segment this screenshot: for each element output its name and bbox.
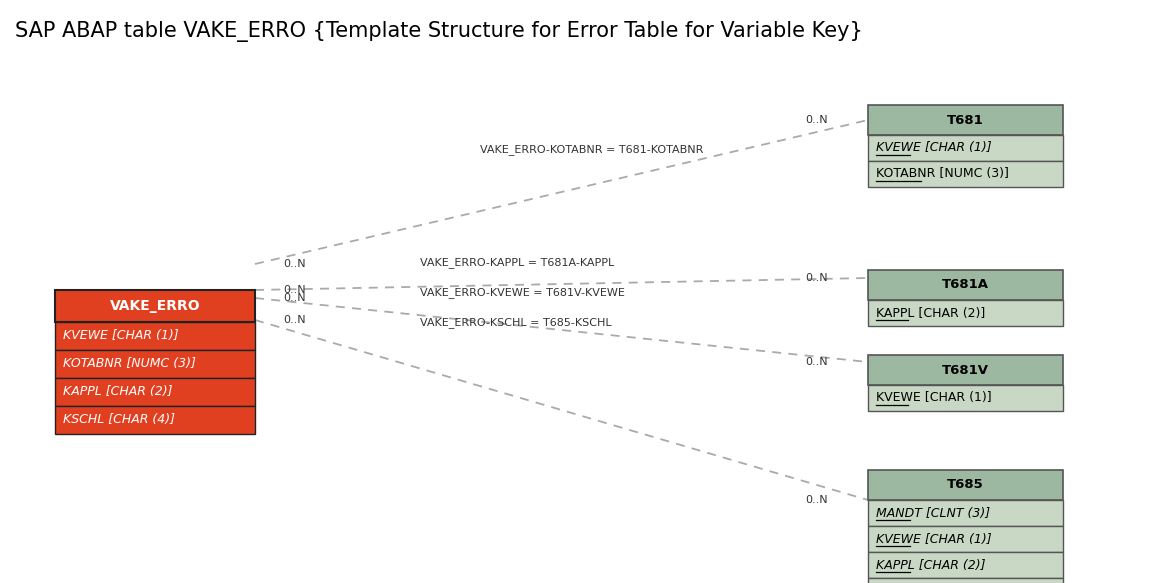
Text: KAPPL [CHAR (2)]: KAPPL [CHAR (2)] [876, 307, 984, 319]
Text: 0..N: 0..N [283, 259, 305, 269]
Bar [55, 378, 255, 406]
Bar [55, 406, 255, 434]
Bar [867, 578, 1063, 583]
Text: MANDT [CLNT (3)]: MANDT [CLNT (3)] [876, 507, 990, 519]
Text: T681: T681 [947, 114, 983, 127]
Text: 0..N: 0..N [805, 273, 828, 283]
Bar [867, 135, 1063, 161]
Text: KOTABNR [NUMC (3)]: KOTABNR [NUMC (3)] [63, 357, 196, 371]
Text: 0..N: 0..N [805, 357, 828, 367]
Text: VAKE_ERRO-KVEWE = T681V-KVEWE: VAKE_ERRO-KVEWE = T681V-KVEWE [420, 287, 625, 298]
Text: 0..N: 0..N [283, 285, 305, 295]
Bar [867, 270, 1063, 300]
Bar [867, 385, 1063, 411]
Text: T681A: T681A [941, 279, 989, 292]
Text: 0..N: 0..N [805, 495, 828, 505]
Text: KAPPL [CHAR (2)]: KAPPL [CHAR (2)] [876, 559, 985, 571]
Text: KOTABNR [NUMC (3)]: KOTABNR [NUMC (3)] [876, 167, 1009, 181]
Text: 0..N: 0..N [805, 115, 828, 125]
Text: KVEWE [CHAR (1)]: KVEWE [CHAR (1)] [876, 142, 991, 154]
Text: VAKE_ERRO: VAKE_ERRO [110, 299, 200, 313]
Text: 0..N: 0..N [283, 293, 305, 303]
Bar [867, 470, 1063, 500]
Bar [867, 526, 1063, 552]
Text: VAKE_ERRO-KSCHL = T685-KSCHL: VAKE_ERRO-KSCHL = T685-KSCHL [420, 317, 611, 328]
Text: SAP ABAP table VAKE_ERRO {Template Structure for Error Table for Variable Key}: SAP ABAP table VAKE_ERRO {Template Struc… [15, 22, 863, 43]
Bar [55, 290, 255, 322]
Text: KAPPL [CHAR (2)]: KAPPL [CHAR (2)] [63, 385, 173, 399]
Text: KVEWE [CHAR (1)]: KVEWE [CHAR (1)] [63, 329, 179, 342]
Bar [867, 500, 1063, 526]
Text: KVEWE [CHAR (1)]: KVEWE [CHAR (1)] [876, 532, 991, 546]
Text: KSCHL [CHAR (4)]: KSCHL [CHAR (4)] [63, 413, 175, 427]
Text: T685: T685 [947, 479, 983, 491]
Bar [55, 350, 255, 378]
Bar [867, 105, 1063, 135]
Text: VAKE_ERRO-KOTABNR = T681-KOTABNR: VAKE_ERRO-KOTABNR = T681-KOTABNR [480, 144, 704, 155]
Bar [867, 552, 1063, 578]
Text: T681V: T681V [941, 363, 989, 377]
Bar [55, 322, 255, 350]
Text: 0..N: 0..N [283, 315, 305, 325]
Text: KVEWE [CHAR (1)]: KVEWE [CHAR (1)] [876, 392, 991, 405]
Bar [867, 355, 1063, 385]
Bar [867, 161, 1063, 187]
Text: VAKE_ERRO-KAPPL = T681A-KAPPL: VAKE_ERRO-KAPPL = T681A-KAPPL [420, 257, 614, 268]
Bar [867, 300, 1063, 326]
